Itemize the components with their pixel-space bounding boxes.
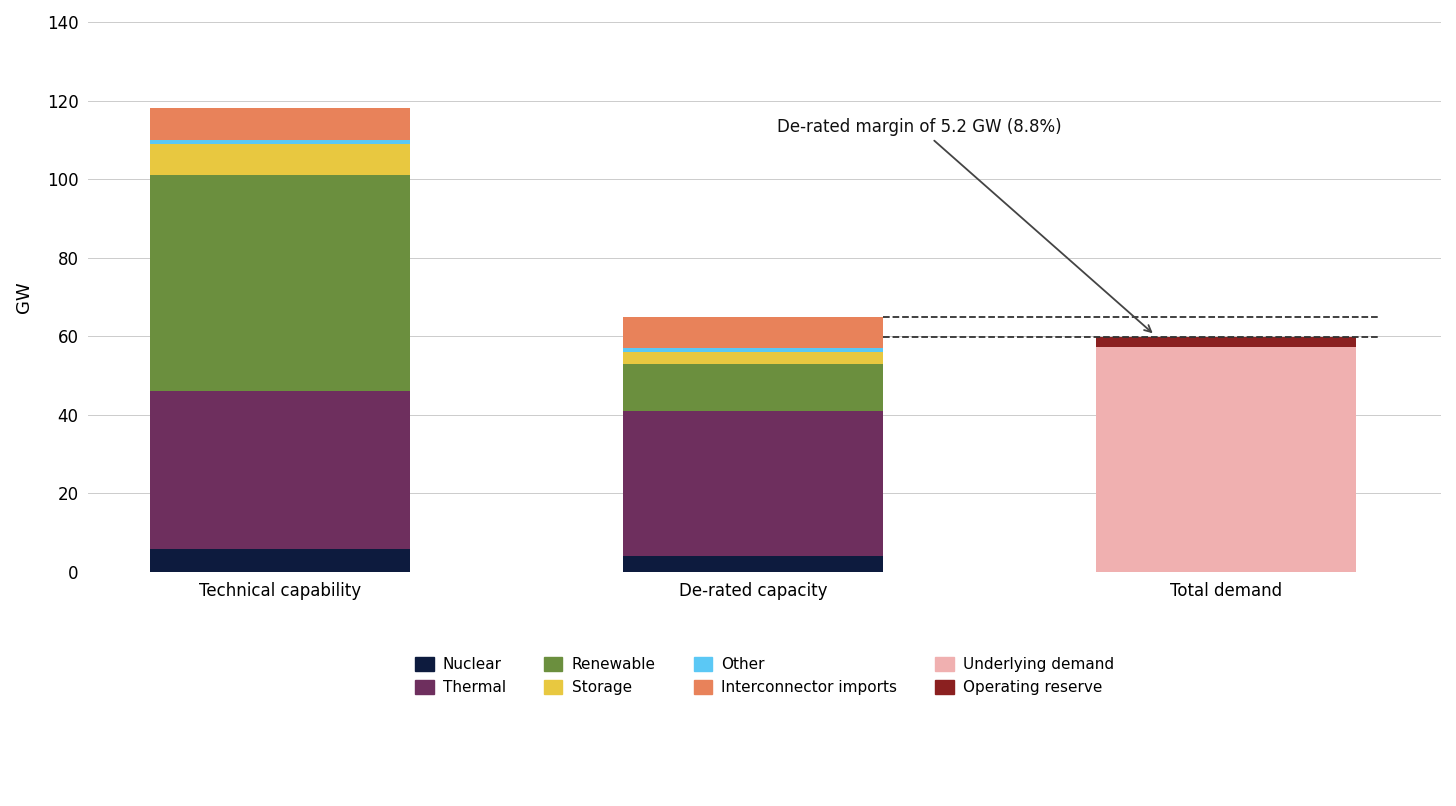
Bar: [150, 140, 411, 143]
Bar: [623, 352, 882, 364]
Bar: [623, 317, 882, 348]
Bar: [150, 109, 411, 140]
Bar: [1096, 337, 1356, 347]
Bar: [150, 143, 411, 175]
Legend: Nuclear, Thermal, Renewable, Storage, Other, Interconnector imports, Underlying : Nuclear, Thermal, Renewable, Storage, Ot…: [409, 651, 1120, 701]
Text: De-rated margin of 5.2 GW (8.8%): De-rated margin of 5.2 GW (8.8%): [776, 118, 1152, 332]
Bar: [623, 556, 882, 572]
Bar: [150, 549, 411, 572]
Y-axis label: GW: GW: [15, 281, 33, 313]
Bar: [623, 364, 882, 411]
Bar: [1096, 347, 1356, 572]
Bar: [150, 392, 411, 549]
Bar: [623, 411, 882, 556]
Bar: [623, 348, 882, 352]
Bar: [150, 175, 411, 392]
